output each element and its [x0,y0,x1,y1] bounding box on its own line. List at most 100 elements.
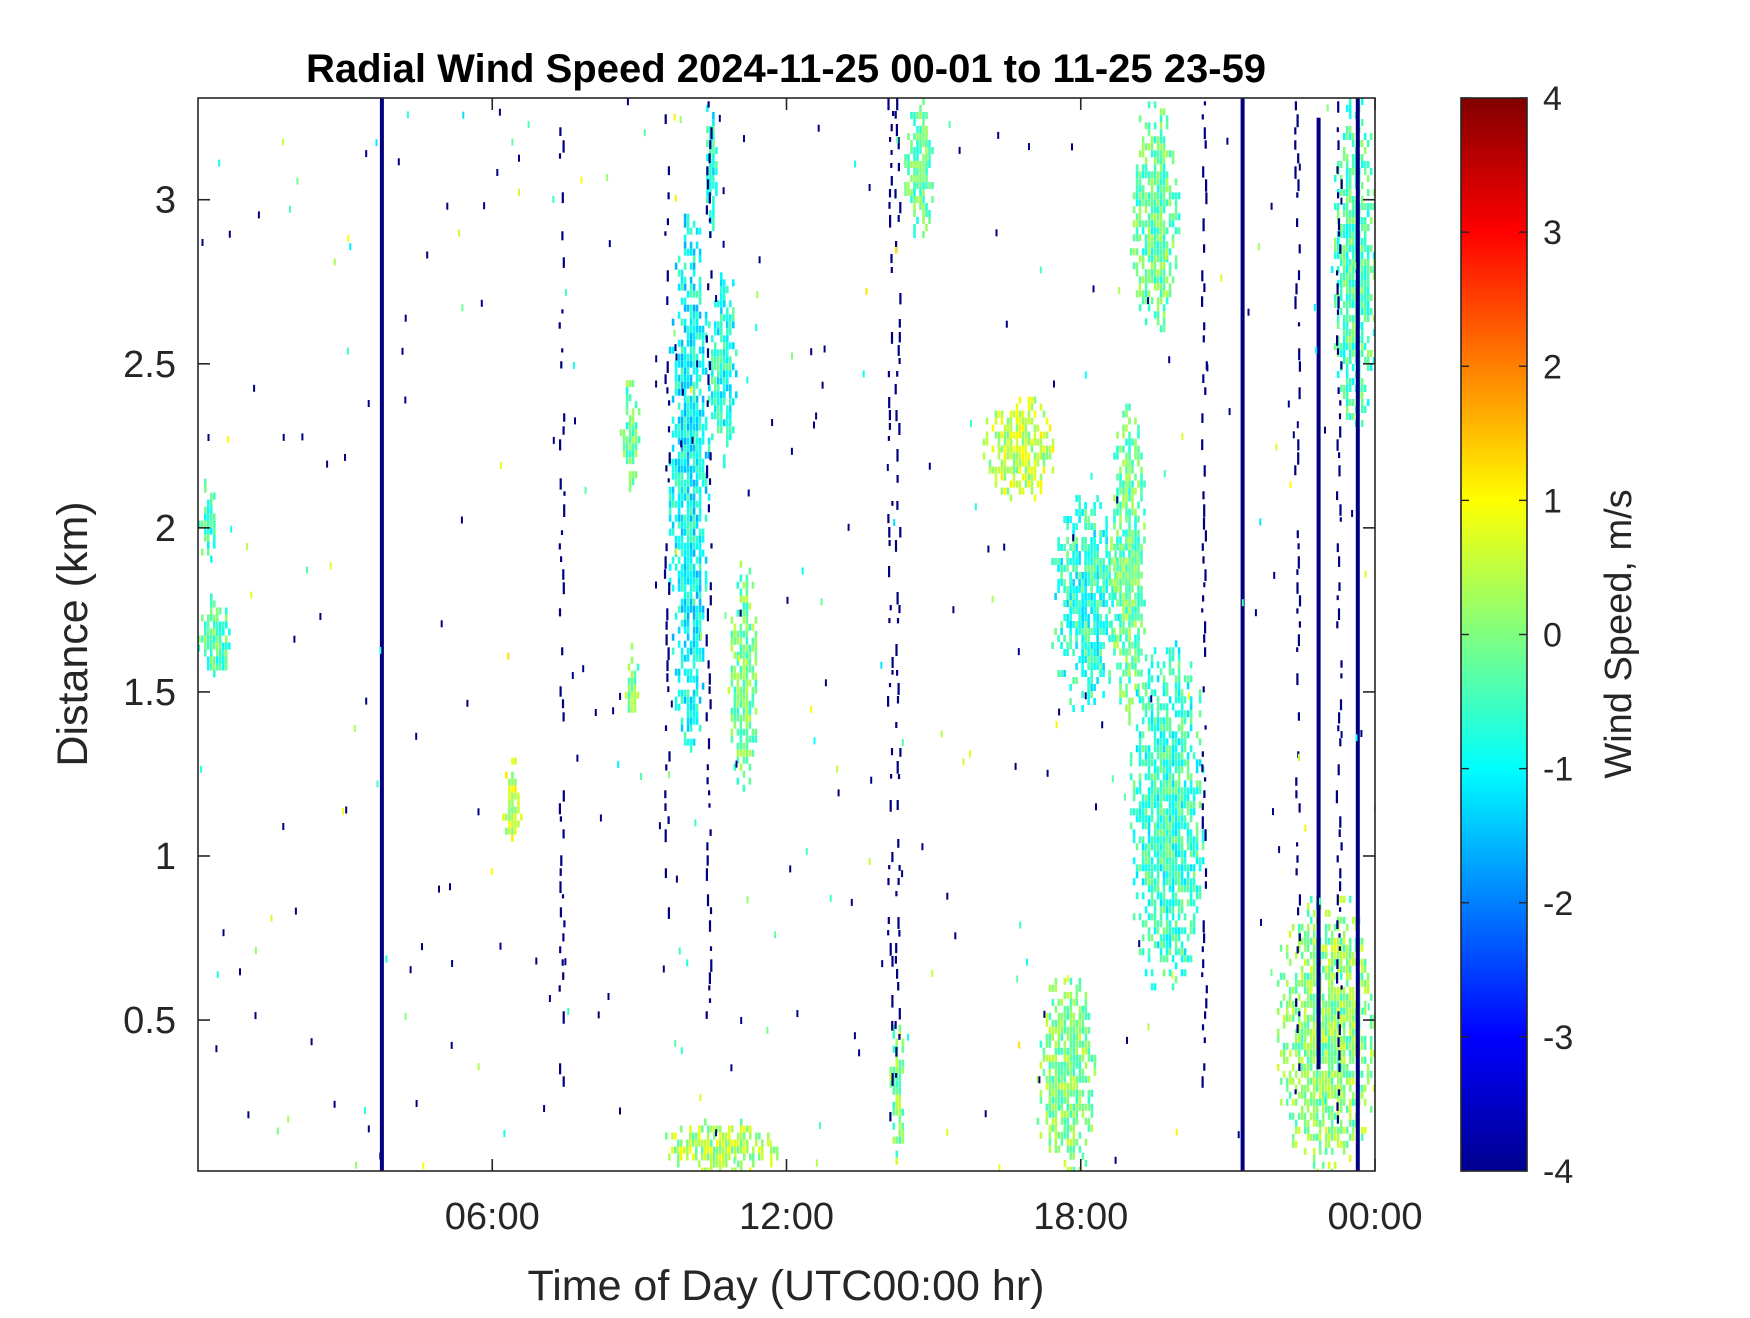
speed-cell [1134,438,1137,446]
speed-cell [745,658,749,666]
speed-cell [1033,494,1037,502]
speed-cell [1134,522,1137,530]
speed-cell [748,567,752,575]
speed-cell [1075,1117,1079,1125]
speed-cell [892,1108,896,1116]
speed-cell [1351,133,1355,140]
speed-cell [1153,773,1157,781]
speed-cell [560,361,563,369]
speed-cell [1348,937,1352,945]
speed-cell [1291,1098,1295,1106]
speed-cell [686,528,690,536]
speed-cell [1051,1103,1055,1111]
speed-cell [1174,738,1178,746]
speed-cell [1321,951,1325,959]
speed-cell [1150,801,1154,809]
speed-cell [680,440,683,448]
speed-cell [745,721,749,729]
speed-cell [701,612,705,620]
speed-cell [1153,717,1157,725]
speed-cell [692,1139,695,1147]
speed-cell [907,168,910,175]
speed-cell [511,785,514,793]
speed-cell [1015,452,1019,460]
speed-cell [1116,662,1119,670]
speed-cell [1177,934,1181,942]
speed-cell [1140,473,1143,481]
speed-cell [1078,1026,1082,1034]
speed-cell [1156,787,1160,795]
speed-cell [1348,399,1352,406]
speed-cell [907,189,910,196]
speed-cell [1162,157,1166,165]
speed-cell [898,1080,902,1088]
speed-cell [1150,857,1154,865]
speed-cell [1153,269,1157,277]
speed-cell [699,1094,702,1101]
speed-cell [1135,290,1139,298]
speed-cell [1093,614,1096,621]
speed-cell [1303,1014,1307,1022]
speed-cell [1315,346,1318,354]
speed-cell [698,283,702,291]
speed-cell [888,410,891,421]
speed-cell [1069,1005,1073,1013]
speed-cell [692,381,696,389]
speed-cell [1057,1033,1061,1041]
speed-cell [1296,608,1299,614]
speed-cell [293,635,296,643]
speed-cell [1333,1133,1337,1141]
speed-cell [698,290,702,298]
speed-cell [1096,642,1099,649]
speed-cell [1054,984,1058,992]
speed-cell [1289,481,1292,489]
speed-cell [1189,745,1193,753]
speed-cell [1324,937,1328,945]
speed-cell [689,395,693,403]
speed-cell [1296,647,1299,652]
speed-cell [899,202,902,214]
speed-cell [717,349,720,357]
speed-cell [895,410,898,422]
speed-cell [1135,171,1139,179]
speed-cell [729,356,732,364]
speed-cell [1140,452,1143,460]
speed-cell [671,318,675,326]
speed-cell [1119,676,1122,684]
speed-cell [1177,689,1181,697]
speed-cell [1138,150,1142,158]
speed-cell [689,570,693,578]
speed-cell [695,479,699,487]
speed-cell [698,437,702,445]
speed-cell [743,1139,746,1147]
speed-cell [1342,951,1346,959]
speed-cell [898,1059,902,1067]
speed-cell [1072,1061,1076,1069]
speed-cell [1063,1124,1067,1132]
speed-cell [749,1153,752,1161]
speed-cell [517,792,520,800]
speed-cell [1125,508,1128,516]
speed-cell [1153,920,1157,928]
speed-cell [213,663,216,671]
speed-cell [1048,1096,1052,1104]
speed-cell [729,391,732,399]
speed-cell [1069,1033,1073,1041]
speed-cell [887,436,890,441]
speed-cell [1300,965,1304,973]
speed-cell [736,714,740,722]
speed-cell [1297,1049,1301,1057]
speed-cell [1338,933,1341,938]
speed-cell [1057,1096,1061,1104]
speed-cell [210,593,213,601]
speed-cell [535,957,538,965]
speed-cell [1327,1126,1331,1134]
speed-cell [739,623,743,631]
speed-cell [1128,578,1131,586]
speed-cell [922,119,925,126]
speed-cell [1134,683,1137,691]
speed-cell [677,1160,680,1168]
speed-cell [907,161,910,168]
speed-cell [1348,1077,1352,1085]
speed-cell [1090,579,1093,586]
